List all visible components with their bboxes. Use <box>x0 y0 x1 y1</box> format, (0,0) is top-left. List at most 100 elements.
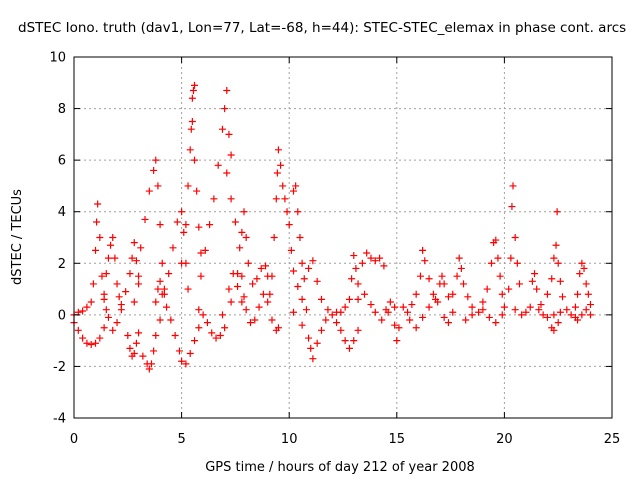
data-point <box>515 280 523 288</box>
data-point <box>242 306 250 314</box>
data-point <box>518 311 526 319</box>
data-point <box>130 298 138 306</box>
data-point <box>93 218 101 226</box>
data-point <box>171 331 179 339</box>
data-point <box>483 285 491 293</box>
data-point <box>425 303 433 311</box>
data-point <box>553 208 561 216</box>
data-point <box>283 208 291 216</box>
data-point <box>218 311 226 319</box>
data-point <box>221 324 229 332</box>
data-point <box>492 236 500 244</box>
data-point <box>354 326 362 334</box>
data-point <box>184 285 192 293</box>
data-point <box>221 105 229 113</box>
data-point <box>137 244 145 252</box>
data-point <box>281 195 289 203</box>
data-point <box>94 200 102 208</box>
data-point <box>191 81 199 89</box>
data-point <box>449 290 457 298</box>
data-point <box>406 316 414 324</box>
data-point <box>201 246 209 254</box>
data-point <box>408 301 416 309</box>
data-point <box>187 125 195 133</box>
data-point <box>412 290 420 298</box>
data-point <box>195 306 203 314</box>
data-point <box>513 259 521 267</box>
data-point <box>152 298 160 306</box>
data-point <box>251 316 259 324</box>
data-point <box>165 270 173 278</box>
data-point <box>223 169 231 177</box>
data-point <box>135 280 143 288</box>
data-point <box>298 321 306 329</box>
data-point <box>376 254 384 262</box>
x-tick-label: 5 <box>177 432 185 447</box>
data-point <box>576 270 584 278</box>
data-point <box>268 316 276 324</box>
data-point <box>128 254 136 262</box>
data-point <box>98 272 106 280</box>
data-point <box>253 275 261 283</box>
data-point <box>287 246 295 254</box>
data-point <box>135 272 143 280</box>
data-point <box>259 290 267 298</box>
data-point <box>449 308 457 316</box>
data-point <box>531 270 539 278</box>
data-point <box>182 221 190 229</box>
data-point <box>328 311 336 319</box>
data-point <box>361 290 369 298</box>
y-tick-label: -2 <box>53 360 66 375</box>
data-point <box>391 303 399 311</box>
data-point <box>135 329 143 337</box>
data-point <box>195 324 203 332</box>
data-point <box>386 298 394 306</box>
data-point <box>257 264 265 272</box>
data-point <box>419 313 427 321</box>
data-point <box>380 262 388 270</box>
x-tick-label: 0 <box>70 432 78 447</box>
data-point <box>371 257 379 265</box>
data-point <box>227 151 235 159</box>
data-point <box>382 306 390 314</box>
data-point <box>419 246 427 254</box>
data-point <box>89 280 97 288</box>
data-point <box>152 331 160 339</box>
data-point <box>537 301 545 309</box>
data-point <box>107 241 115 249</box>
data-point <box>126 270 134 278</box>
data-point <box>79 334 87 342</box>
x-tick-label: 25 <box>604 432 621 447</box>
data-point <box>102 306 110 314</box>
data-point <box>305 334 313 342</box>
data-point <box>404 308 412 316</box>
data-point <box>412 324 420 332</box>
data-point <box>225 130 233 138</box>
data-point <box>270 234 278 241</box>
data-point <box>210 195 218 203</box>
data-point <box>92 339 100 347</box>
data-point <box>508 203 516 211</box>
data-point <box>178 259 186 267</box>
data-point <box>580 264 588 272</box>
data-point <box>554 319 562 327</box>
data-point <box>539 311 547 319</box>
y-tick-label: 4 <box>58 205 66 220</box>
data-point <box>294 208 302 216</box>
data-point <box>348 275 356 283</box>
data-point <box>337 308 345 316</box>
y-tick-label: 6 <box>58 154 66 169</box>
data-point <box>432 295 440 303</box>
data-point <box>180 228 188 236</box>
y-tick-label: 2 <box>58 257 66 272</box>
y-tick-label: 8 <box>58 102 66 117</box>
data-point <box>178 357 186 365</box>
data-point <box>582 306 590 314</box>
data-point <box>378 316 386 324</box>
data-point <box>212 334 220 342</box>
data-point <box>188 117 196 125</box>
data-point <box>208 329 216 337</box>
data-point <box>438 272 446 280</box>
data-point <box>498 290 506 298</box>
data-point <box>255 303 263 311</box>
